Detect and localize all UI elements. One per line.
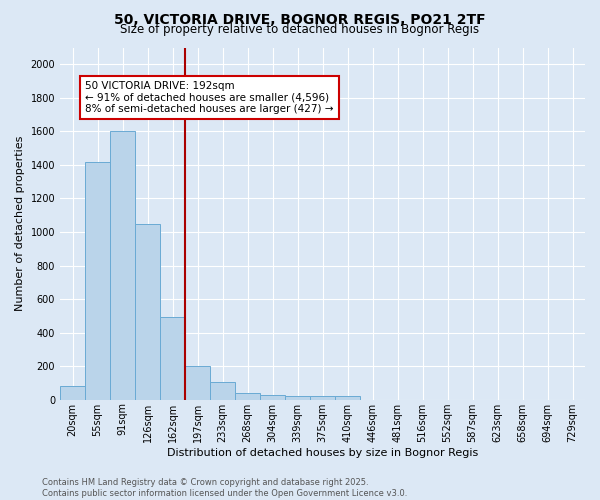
Text: Size of property relative to detached houses in Bognor Regis: Size of property relative to detached ho… (121, 22, 479, 36)
Bar (135, 224, 160, 400)
X-axis label: Distribution of detached houses by size in Bognor Regis: Distribution of detached houses by size … (167, 448, 478, 458)
Bar (185, 366, 210, 400)
Bar (260, 394, 285, 400)
Bar (160, 318, 185, 400)
Bar (85, 162, 110, 400)
Text: Contains HM Land Registry data © Crown copyright and database right 2025.
Contai: Contains HM Land Registry data © Crown c… (42, 478, 407, 498)
Text: 50 VICTORIA DRIVE: 192sqm
← 91% of detached houses are smaller (4,596)
8% of sem: 50 VICTORIA DRIVE: 192sqm ← 91% of detac… (85, 81, 334, 114)
Bar (110, 132, 135, 400)
Bar (285, 396, 310, 400)
Bar (235, 393, 260, 400)
Y-axis label: Number of detached properties: Number of detached properties (15, 136, 25, 312)
Text: 50, VICTORIA DRIVE, BOGNOR REGIS, PO21 2TF: 50, VICTORIA DRIVE, BOGNOR REGIS, PO21 2… (114, 12, 486, 26)
Bar (335, 396, 360, 400)
Bar (210, 382, 235, 400)
Bar (60, 386, 85, 400)
Bar (310, 396, 335, 400)
